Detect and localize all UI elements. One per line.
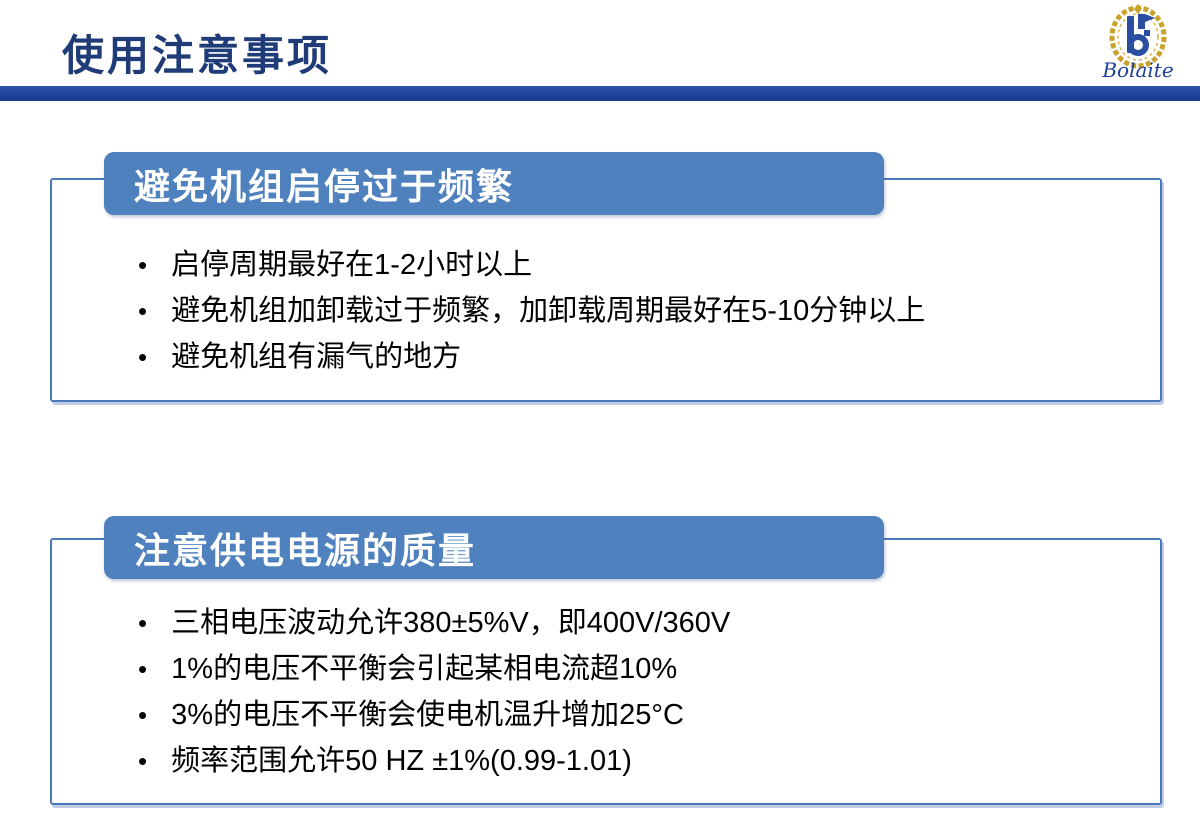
notice-box-power-quality-header: 注意供电电源的质量 — [104, 516, 884, 579]
bullet-text: 启停周期最好在1-2小时以上 — [171, 249, 533, 281]
bullet-dot-icon: • — [138, 746, 148, 776]
bullet-text: 三相电压波动允许380±5%V，即400V/360V — [171, 607, 731, 639]
bullet-item: • 避免机组加卸载过于频繁，加卸载周期最好在5-10分钟以上 — [138, 288, 925, 334]
bullet-dot-icon: • — [138, 700, 148, 730]
bullet-text: 3%的电压不平衡会使电机温升增加25°C — [171, 699, 684, 731]
bullet-text: 1%的电压不平衡会引起某相电流超10% — [171, 653, 678, 685]
bullet-text: 频率范围允许50 HZ ±1%(0.99-1.01) — [171, 745, 632, 777]
title-divider-bar — [0, 86, 1200, 101]
page-title: 使用注意事项 — [62, 32, 333, 79]
bullet-item: • 启停周期最好在1-2小时以上 — [138, 242, 925, 288]
notice-box-power-quality — [50, 538, 1162, 805]
notice-box-start-stop-bullet-list: • 启停周期最好在1-2小时以上 • 避免机组加卸载过于频繁，加卸载周期最好在5… — [138, 242, 925, 380]
laurel-wreath-icon — [1109, 4, 1167, 69]
bullet-item: • 3%的电压不平衡会使电机温升增加25°C — [138, 692, 730, 738]
bullet-item: • 频率范围允许50 HZ ±1%(0.99-1.01) — [138, 738, 730, 784]
emblem-icon — [1127, 14, 1155, 56]
company-logo: Bolaite — [1086, 4, 1190, 82]
bullet-text: 避免机组加卸载过于频繁，加卸载周期最好在5-10分钟以上 — [171, 295, 926, 327]
bullet-dot-icon: • — [138, 250, 148, 280]
bullet-text: 避免机组有漏气的地方 — [171, 341, 462, 373]
bullet-dot-icon: • — [138, 654, 148, 684]
bullet-dot-icon: • — [138, 342, 148, 372]
notice-box-start-stop-header: 避免机组启停过于频繁 — [104, 152, 884, 215]
logo-text: Bolaite — [1101, 58, 1173, 82]
bullet-item: • 避免机组有漏气的地方 — [138, 334, 925, 380]
notice-box-power-quality-bullet-list: • 三相电压波动允许380±5%V，即400V/360V • 1%的电压不平衡会… — [138, 600, 730, 784]
bullet-item: • 1%的电压不平衡会引起某相电流超10% — [138, 646, 730, 692]
bullet-dot-icon: • — [138, 296, 148, 326]
bullet-item: • 三相电压波动允许380±5%V，即400V/360V — [138, 600, 730, 646]
bullet-dot-icon: • — [138, 608, 148, 638]
logo-graphic: Bolaite — [1101, 4, 1174, 82]
